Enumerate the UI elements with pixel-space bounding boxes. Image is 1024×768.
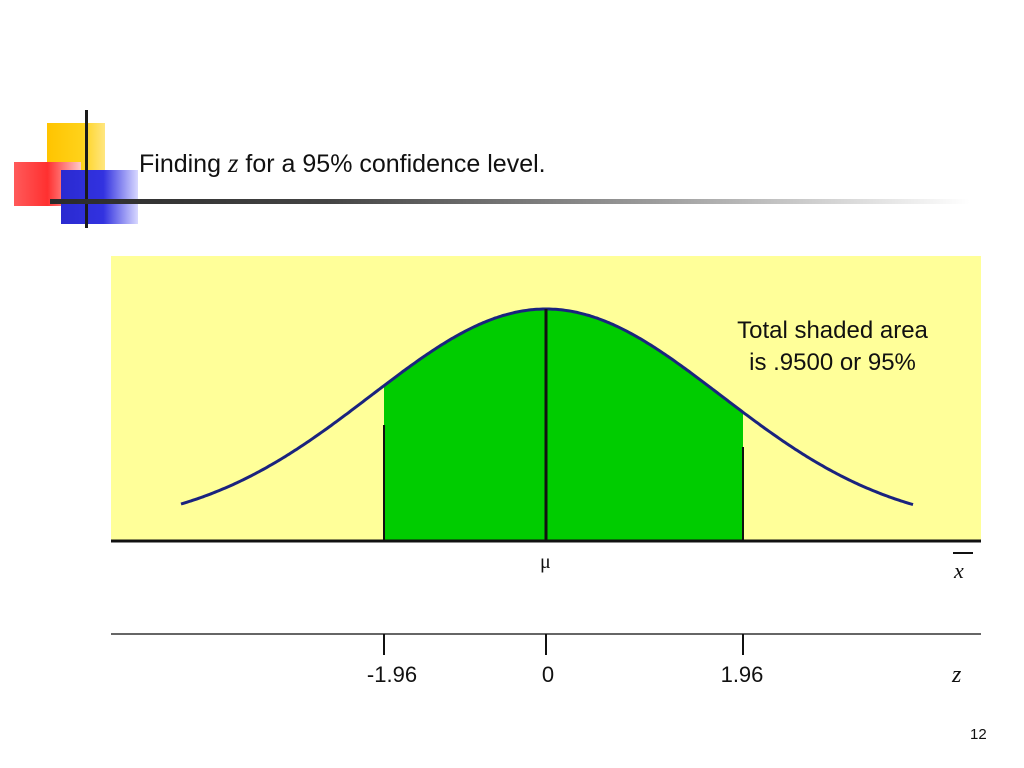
- x-bar-overline: [953, 552, 973, 554]
- shaded-area: [384, 309, 743, 541]
- title-prefix: Finding: [139, 150, 228, 178]
- title-suffix: for a 95% confidence level.: [238, 150, 546, 178]
- z-axis-label: z: [952, 662, 962, 688]
- annotation-line-1: Total shaded area: [737, 317, 928, 344]
- title-underline: [50, 199, 970, 204]
- mean-label: μ: [540, 551, 551, 573]
- decor-blue-square: [61, 170, 138, 224]
- shaded-area-annotation: Total shaded area is .9500 or 95%: [695, 315, 970, 379]
- decor-vertical-line: [85, 110, 88, 228]
- tick-label-neg: -1.96: [366, 662, 418, 687]
- tick-label-pos: 1.96: [720, 662, 764, 687]
- x-bar-axis-label: x: [954, 558, 964, 583]
- page-number: 12: [970, 726, 987, 743]
- slide-title: Finding z for a 95% confidence level.: [139, 148, 546, 179]
- tick-label-zero: 0: [541, 662, 555, 687]
- annotation-line-2: is .9500 or 95%: [749, 349, 916, 376]
- title-variable: z: [227, 148, 239, 178]
